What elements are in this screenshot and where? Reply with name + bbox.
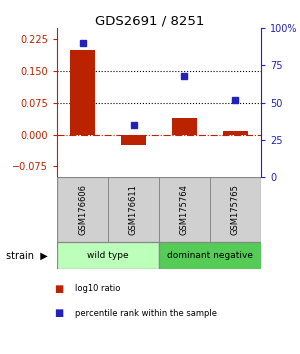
Bar [159, 177, 210, 242]
Text: ■: ■ [54, 308, 63, 318]
Text: dominant negative: dominant negative [167, 251, 253, 260]
Bar [210, 177, 261, 242]
Bar [121, 135, 146, 145]
Text: percentile rank within the sample: percentile rank within the sample [75, 309, 217, 318]
Bar [70, 50, 95, 135]
Text: GSM176611: GSM176611 [129, 184, 138, 235]
Bar [108, 177, 159, 242]
Bar [172, 118, 197, 135]
Text: GSM176606: GSM176606 [78, 184, 87, 235]
Text: log10 ratio: log10 ratio [75, 284, 120, 293]
Text: GSM175764: GSM175764 [180, 184, 189, 235]
Text: GSM175765: GSM175765 [231, 184, 240, 235]
Text: ■: ■ [54, 284, 63, 293]
Bar [223, 131, 248, 135]
Text: strain  ▶: strain ▶ [6, 251, 48, 261]
Text: GDS2691 / 8251: GDS2691 / 8251 [95, 14, 205, 27]
Bar [57, 177, 108, 242]
Bar [57, 242, 159, 269]
Text: wild type: wild type [87, 251, 129, 260]
Bar [159, 242, 261, 269]
